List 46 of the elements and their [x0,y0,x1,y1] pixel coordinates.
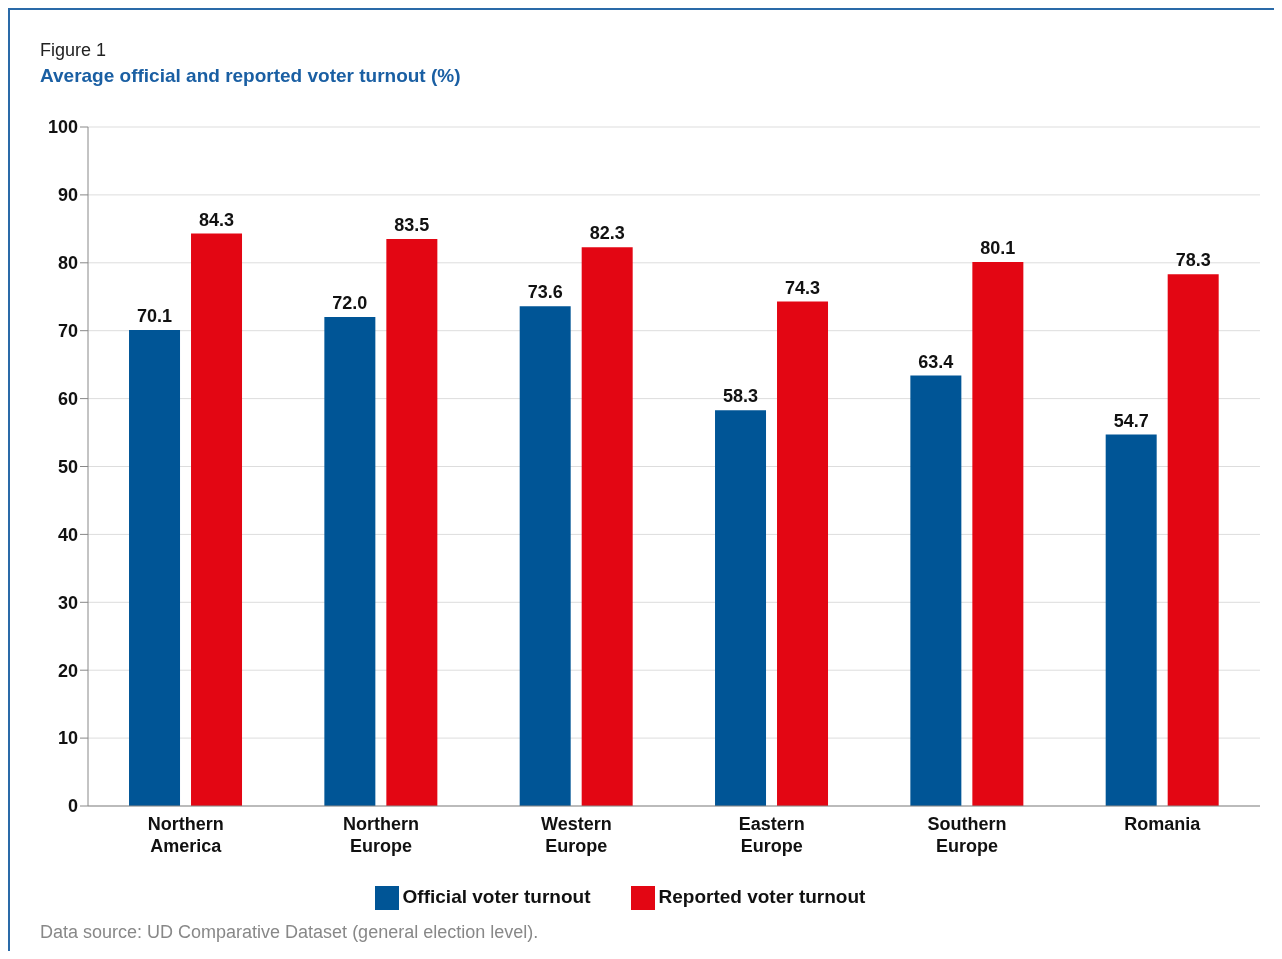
y-tick-label: 30 [57,592,78,613]
bar [910,375,962,806]
x-tick-label: Romania [1124,814,1202,834]
legend-label: Reported voter turnout [658,886,866,908]
bar [191,233,243,806]
y-tick-label: 20 [57,660,78,681]
data-label: 83.5 [394,215,430,236]
y-tick-label: 40 [57,524,78,545]
y-tick-label: 80 [57,253,78,274]
bar [972,262,1024,806]
x-tick-label: Northern America [147,814,224,856]
y-tick-label: 90 [57,185,78,206]
bar [1167,274,1219,806]
data-label: 78.3 [1175,250,1211,271]
x-tick-label: Western Europe [540,814,612,856]
bar [386,239,438,806]
data-label: 82.3 [589,223,625,244]
y-tick-label: 50 [57,456,78,477]
chart-title: Figure 1 [40,40,107,61]
bar [581,247,633,806]
bar [777,301,829,806]
bar [129,330,181,806]
bar [324,317,376,806]
data-label: 72.0 [332,293,368,314]
data-label: 70.1 [137,306,173,327]
data-label: 54.7 [1113,410,1149,431]
y-tick-label: 0 [67,796,78,817]
x-tick-label: Northern Europe [343,814,419,856]
legend-label: Official voter turnout [402,886,591,908]
x-tick-label: Eastern Europe [738,814,805,856]
data-label: 73.6 [527,282,563,303]
bar [1105,434,1157,806]
chart-subtitle: Average official and reported voter turnout (%) [40,65,461,87]
data-label: 63.4 [918,351,954,372]
source-note: Data source: UD Comparative Dataset (general election level). [40,922,539,943]
x-tick-label: Southern Europe [927,814,1007,856]
y-tick-label: 60 [57,388,78,409]
bar [715,410,767,806]
data-label: 80.1 [980,238,1016,259]
data-label: 84.3 [199,209,235,230]
data-label: 74.3 [785,277,821,298]
y-tick-label: 70 [57,321,78,342]
bar [519,306,571,806]
y-tick-label: 100 [47,117,78,138]
y-tick-label: 10 [57,728,78,749]
data-label: 58.3 [723,386,759,407]
